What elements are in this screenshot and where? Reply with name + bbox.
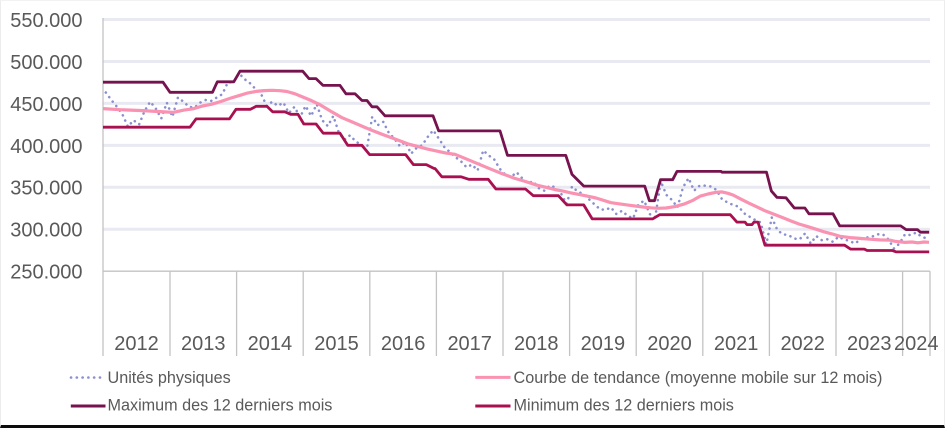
svg-text:Minimum des 12 derniers mois: Minimum des 12 derniers mois [514,397,734,415]
svg-text:2018: 2018 [514,333,559,355]
svg-text:450.000: 450.000 [10,94,82,116]
svg-text:2016: 2016 [381,333,426,355]
svg-text:300.000: 300.000 [10,220,82,242]
svg-text:2022: 2022 [780,333,825,355]
svg-text:2012: 2012 [114,333,159,355]
svg-text:2024: 2024 [894,333,939,355]
svg-text:Maximum des 12 derniers mois: Maximum des 12 derniers mois [108,397,333,415]
svg-text:550.000: 550.000 [10,10,82,32]
svg-text:Courbe de tendance (moyenne mo: Courbe de tendance (moyenne mobile sur 1… [514,369,883,387]
svg-text:2013: 2013 [181,333,226,355]
svg-text:2020: 2020 [647,333,692,355]
svg-text:2023: 2023 [847,333,892,355]
svg-text:Unités physiques: Unités physiques [108,369,231,387]
svg-text:2017: 2017 [447,333,492,355]
svg-text:500.000: 500.000 [10,52,82,74]
svg-text:2021: 2021 [714,333,759,355]
svg-text:2019: 2019 [581,333,626,355]
svg-text:400.000: 400.000 [10,136,82,158]
svg-text:350.000: 350.000 [10,178,82,200]
svg-text:2014: 2014 [248,333,293,355]
svg-text:250.000: 250.000 [10,262,82,284]
svg-text:2015: 2015 [314,333,359,355]
